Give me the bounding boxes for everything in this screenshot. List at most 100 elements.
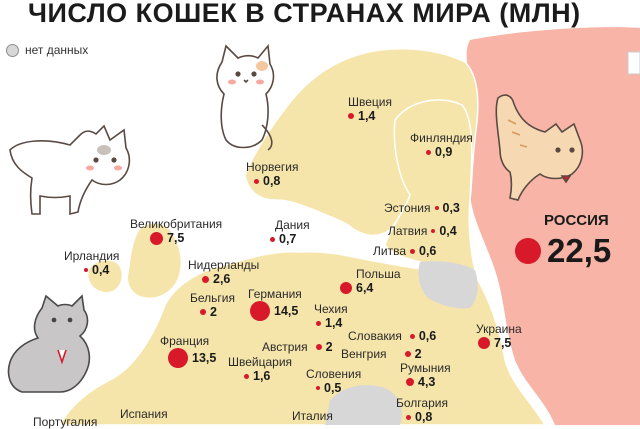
great-britain-land xyxy=(126,222,183,300)
country-italy: Италия xyxy=(292,410,333,423)
country-slovenia: Словения 0,5 xyxy=(306,367,362,396)
country-name: Эстония xyxy=(384,200,431,215)
value-dot xyxy=(426,149,431,155)
russia-value-dot xyxy=(515,238,541,264)
country-name: Италия xyxy=(292,409,333,423)
country-name: Дания xyxy=(275,218,310,232)
value-dot xyxy=(202,275,209,283)
country-name: Литва xyxy=(373,243,406,258)
cat-illustration-left xyxy=(9,124,131,216)
country-value: 1,6 xyxy=(253,369,271,383)
country-uk: Великобритания 7,5 xyxy=(130,217,223,246)
country-value: 1,4 xyxy=(358,109,376,123)
edge-block xyxy=(627,51,640,75)
legend-swatch-icon xyxy=(6,43,19,57)
country-name: Румыния xyxy=(400,361,451,375)
value-dot xyxy=(406,414,411,420)
legend-no-data-label: нет данных xyxy=(25,43,89,57)
value-dot xyxy=(409,333,415,339)
country-value: 7,5 xyxy=(167,231,185,245)
country-spain: Испания xyxy=(120,408,168,421)
country-value: 7,5 xyxy=(494,336,512,350)
country-name: Португалия xyxy=(33,415,98,429)
value-dot xyxy=(315,344,322,350)
no-data-balkans xyxy=(325,385,402,425)
country-name: Великобритания xyxy=(130,217,223,231)
country-name: Германия xyxy=(248,287,302,301)
country-value: 0,6 xyxy=(418,329,437,343)
country-name: Франция xyxy=(160,334,210,348)
country-hungary: Венгрия 2 xyxy=(341,347,422,361)
country-slovakia: Словакия 0,6 xyxy=(348,329,436,343)
country-name: Словения xyxy=(306,367,362,381)
country-value: 0,4 xyxy=(92,263,110,277)
value-dot xyxy=(250,301,270,321)
country-belgium: Бельгия 2 xyxy=(190,291,235,320)
value-dot xyxy=(254,178,259,184)
cat-illustration-top xyxy=(216,44,275,151)
country-netherlands: Нидерланды 2,6 xyxy=(188,258,260,287)
value-dot xyxy=(434,206,439,210)
country-austria: Австрия 2 xyxy=(262,340,333,354)
country-denmark: Дания 0,7 xyxy=(270,219,310,246)
country-estonia: Эстония 0,3 xyxy=(384,201,460,215)
value-dot xyxy=(316,320,321,326)
value-dot xyxy=(200,309,206,315)
legend-no-data: нет данных xyxy=(6,43,88,57)
country-bulgaria: Болгария 0,8 xyxy=(396,397,448,425)
country-name: Венгрия xyxy=(341,346,387,361)
country-value: 0,7 xyxy=(279,232,297,246)
country-name: Чехия xyxy=(314,302,348,316)
country-value: 2 xyxy=(325,340,333,354)
country-name: Норвегия xyxy=(246,160,299,174)
value-dot xyxy=(406,378,414,386)
country-value: 1,4 xyxy=(325,316,343,330)
page-title: ЧИСЛО КОШЕК В СТРАНАХ МИРА (МЛН) xyxy=(28,0,581,28)
value-dot xyxy=(340,282,352,294)
country-sweden: Швеция 1,4 xyxy=(348,96,392,123)
country-lithuania: Литва 0,6 xyxy=(373,244,436,258)
country-value: 13,5 xyxy=(192,351,217,365)
country-norway: Норвегия 0,8 xyxy=(246,160,299,189)
value-dot xyxy=(270,236,275,242)
cat-illustration-grey xyxy=(7,294,91,393)
country-name: Словакия xyxy=(348,328,402,343)
country-latvia: Латвия 0,4 xyxy=(388,224,457,238)
country-name: Бельгия xyxy=(190,291,235,305)
ireland-land xyxy=(86,259,124,294)
country-name: Польша xyxy=(356,267,401,281)
value-dot xyxy=(316,386,320,390)
country-ukraine: Украина 7,5 xyxy=(476,323,522,351)
russia-name: РОССИЯ xyxy=(544,212,609,229)
value-dot xyxy=(410,248,415,254)
country-value: 2,6 xyxy=(213,272,231,286)
value-dot xyxy=(478,337,490,349)
country-value: 0,5 xyxy=(324,381,342,395)
country-value: 0,8 xyxy=(415,410,433,424)
country-switzerland: Швейцария 1,6 xyxy=(228,355,293,384)
value-dot xyxy=(404,351,411,357)
country-name: Швеция xyxy=(348,95,392,109)
russia-value: 22,5 xyxy=(547,232,612,269)
country-value: 6,4 xyxy=(356,281,374,295)
country-value: 0,4 xyxy=(439,224,457,238)
country-value: 2 xyxy=(414,347,422,361)
cat-illustration-ginger xyxy=(495,94,584,201)
country-name: Швейцария xyxy=(228,355,293,369)
country-name: Ирландия xyxy=(64,249,120,263)
value-dot xyxy=(348,113,354,119)
country-czechia: Чехия 1,4 xyxy=(314,302,348,331)
country-finland: Финляндия 0,9 xyxy=(410,131,473,160)
country-value: 0,8 xyxy=(263,174,281,188)
no-data-belarus xyxy=(418,261,478,309)
country-name: Латвия xyxy=(388,223,428,238)
country-name: Австрия xyxy=(262,339,308,354)
value-dot xyxy=(168,348,188,368)
country-poland: Польша 6,4 xyxy=(340,268,401,295)
country-value: 4,3 xyxy=(418,375,436,389)
value-dot xyxy=(84,268,88,272)
country-name: Нидерланды xyxy=(188,258,260,272)
country-name: Финляндия xyxy=(410,131,473,145)
country-name: Испания xyxy=(120,407,168,421)
country-ireland: Ирландия 0,4 xyxy=(64,249,120,278)
